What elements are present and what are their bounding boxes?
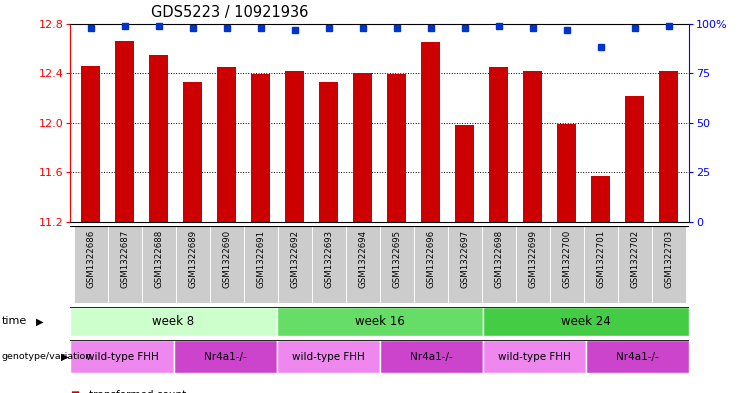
Bar bbox=[379, 226, 413, 303]
Bar bbox=[482, 226, 516, 303]
Text: transformed count: transformed count bbox=[89, 390, 186, 393]
Bar bbox=[346, 226, 379, 303]
Text: GSM1322687: GSM1322687 bbox=[120, 230, 129, 288]
Bar bbox=[483, 340, 586, 373]
Bar bbox=[586, 340, 689, 373]
Text: GSM1322690: GSM1322690 bbox=[222, 230, 231, 288]
Bar bbox=[70, 340, 173, 373]
Bar bbox=[625, 95, 644, 222]
Bar bbox=[413, 226, 448, 303]
Text: ▶: ▶ bbox=[61, 352, 68, 362]
Bar bbox=[456, 125, 474, 222]
Text: wild-type FHH: wild-type FHH bbox=[292, 352, 365, 362]
Text: GSM1322695: GSM1322695 bbox=[392, 230, 402, 288]
Text: week 8: week 8 bbox=[153, 315, 195, 328]
Text: ▶: ▶ bbox=[36, 316, 43, 326]
Bar bbox=[184, 82, 202, 222]
Bar bbox=[353, 73, 372, 222]
Bar bbox=[319, 82, 338, 222]
Bar bbox=[584, 226, 618, 303]
Text: GSM1322696: GSM1322696 bbox=[426, 230, 435, 288]
Bar bbox=[388, 74, 406, 222]
Bar bbox=[276, 307, 483, 336]
Text: GSM1322700: GSM1322700 bbox=[562, 230, 571, 288]
Text: wild-type FHH: wild-type FHH bbox=[498, 352, 571, 362]
Text: Nr4a1-/-: Nr4a1-/- bbox=[204, 352, 247, 362]
Text: GSM1322697: GSM1322697 bbox=[460, 230, 469, 288]
Text: GSM1322693: GSM1322693 bbox=[325, 230, 333, 288]
Bar bbox=[278, 226, 312, 303]
Bar bbox=[591, 176, 610, 222]
Bar bbox=[550, 226, 584, 303]
Text: Nr4a1-/-: Nr4a1-/- bbox=[410, 352, 453, 362]
Text: ■: ■ bbox=[70, 390, 79, 393]
Text: GSM1322698: GSM1322698 bbox=[494, 230, 503, 288]
Bar bbox=[176, 226, 210, 303]
Bar bbox=[210, 226, 244, 303]
Bar bbox=[74, 226, 107, 303]
Bar bbox=[523, 71, 542, 222]
Bar bbox=[379, 340, 483, 373]
Text: GSM1322701: GSM1322701 bbox=[597, 230, 605, 288]
Bar bbox=[107, 226, 142, 303]
Text: GSM1322688: GSM1322688 bbox=[154, 230, 163, 288]
Text: GSM1322686: GSM1322686 bbox=[86, 230, 96, 288]
Text: GSM1322691: GSM1322691 bbox=[256, 230, 265, 288]
Text: GSM1322703: GSM1322703 bbox=[664, 230, 674, 288]
Bar bbox=[285, 71, 304, 222]
Bar bbox=[659, 71, 678, 222]
Bar bbox=[116, 41, 134, 222]
Bar bbox=[618, 226, 652, 303]
Bar bbox=[244, 226, 278, 303]
Text: GSM1322699: GSM1322699 bbox=[528, 230, 537, 288]
Text: week 24: week 24 bbox=[561, 315, 611, 328]
Bar bbox=[448, 226, 482, 303]
Text: GSM1322702: GSM1322702 bbox=[631, 230, 639, 288]
Bar bbox=[557, 124, 576, 222]
Text: GSM1322692: GSM1322692 bbox=[290, 230, 299, 288]
Bar bbox=[276, 340, 379, 373]
Text: GSM1322694: GSM1322694 bbox=[358, 230, 368, 288]
Bar bbox=[516, 226, 550, 303]
Text: GSM1322689: GSM1322689 bbox=[188, 230, 197, 288]
Bar bbox=[70, 307, 276, 336]
Bar bbox=[251, 74, 270, 222]
Bar bbox=[142, 226, 176, 303]
Bar bbox=[422, 42, 440, 222]
Bar bbox=[483, 307, 689, 336]
Text: time: time bbox=[1, 316, 27, 326]
Bar bbox=[217, 67, 236, 222]
Text: GDS5223 / 10921936: GDS5223 / 10921936 bbox=[151, 5, 308, 20]
Text: Nr4a1-/-: Nr4a1-/- bbox=[617, 352, 659, 362]
Text: wild-type FHH: wild-type FHH bbox=[85, 352, 159, 362]
Bar bbox=[150, 55, 168, 222]
Bar bbox=[82, 66, 100, 222]
Bar bbox=[173, 340, 276, 373]
Text: genotype/variation: genotype/variation bbox=[1, 352, 92, 361]
Bar bbox=[489, 67, 508, 222]
Bar bbox=[312, 226, 346, 303]
Text: week 16: week 16 bbox=[355, 315, 405, 328]
Bar bbox=[652, 226, 685, 303]
